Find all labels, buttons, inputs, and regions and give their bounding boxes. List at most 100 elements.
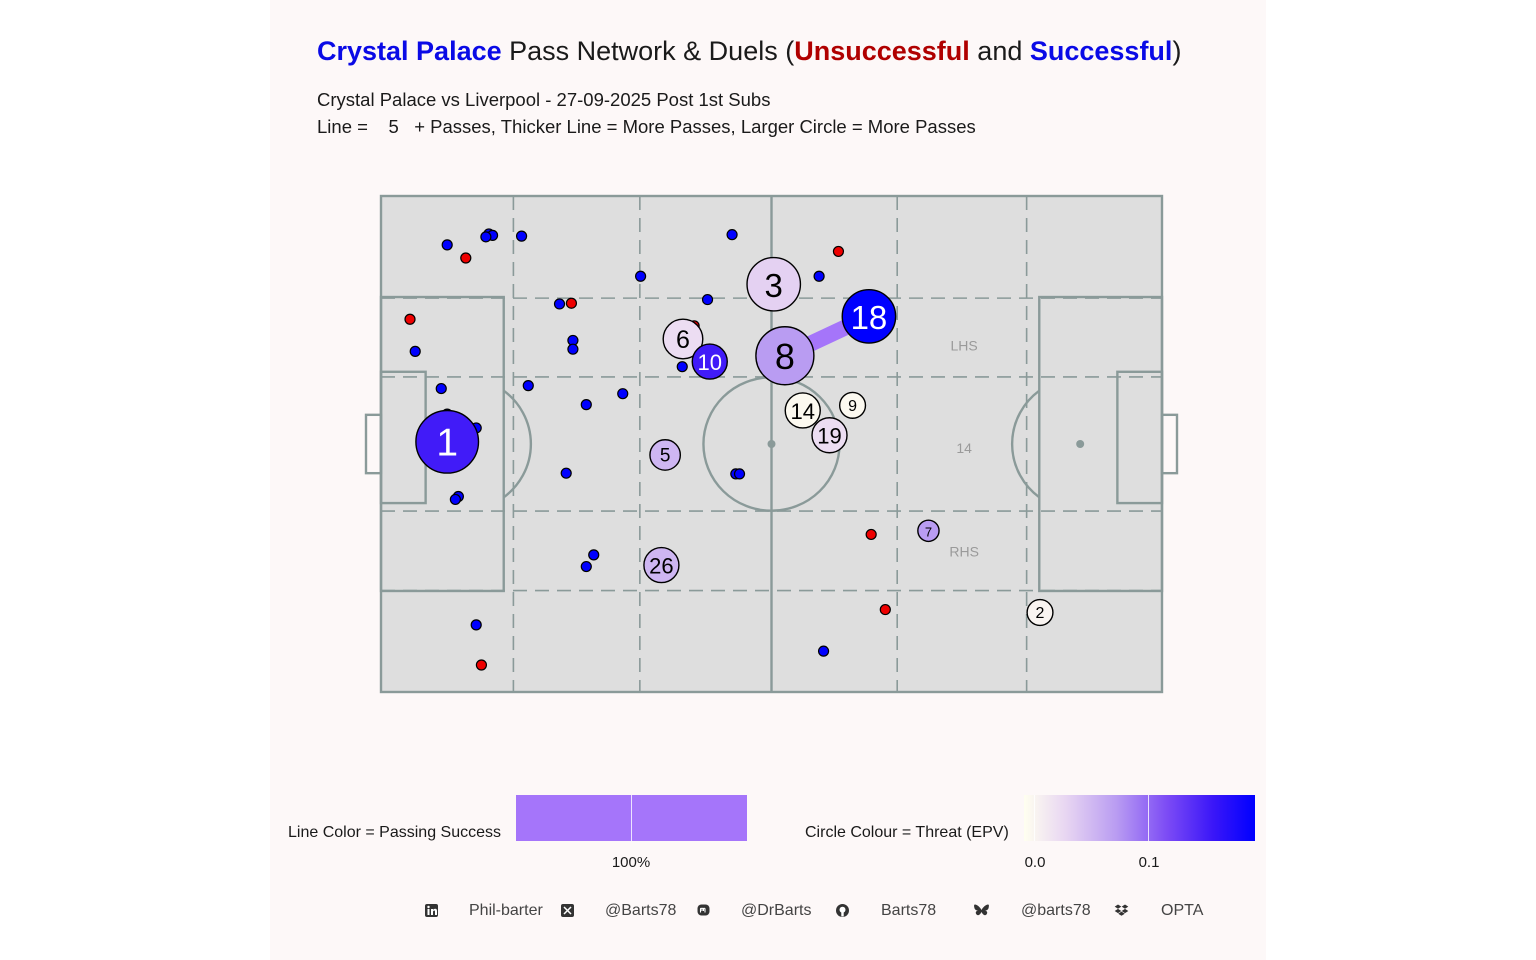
duel-successful bbox=[588, 549, 600, 561]
player-node-10 bbox=[691, 343, 728, 380]
duel-successful bbox=[617, 388, 629, 400]
duel-successful bbox=[634, 270, 647, 282]
dropbox-icon[interactable] bbox=[1114, 903, 1129, 918]
player-node-1 bbox=[415, 409, 480, 474]
footer-x-text[interactable]: @Barts78 bbox=[605, 902, 677, 919]
pitch-zone-labels: LHS 14 RHS bbox=[949, 338, 979, 560]
player-label-3: 3 bbox=[765, 267, 783, 304]
player-node-8 bbox=[755, 326, 815, 386]
player-node-18 bbox=[841, 288, 897, 344]
duel-successful bbox=[817, 645, 830, 657]
title-successful: Successful bbox=[1029, 36, 1173, 66]
duel-successful bbox=[813, 270, 825, 282]
player-label-7: 7 bbox=[925, 524, 932, 539]
duel-successful bbox=[409, 345, 421, 357]
player-node-9 bbox=[838, 391, 867, 419]
line-legend-tick: 100% bbox=[611, 854, 651, 871]
player-label-9: 9 bbox=[848, 398, 857, 415]
title-end: ) bbox=[1172, 36, 1182, 66]
player-node-7 bbox=[917, 519, 940, 543]
player-node-26 bbox=[643, 546, 680, 584]
duel-successful bbox=[560, 467, 572, 479]
duel-successful bbox=[480, 231, 492, 243]
duel-successful bbox=[676, 361, 688, 373]
player-node-5 bbox=[649, 439, 682, 471]
line-color-legend-bar bbox=[516, 795, 747, 841]
left-d-arc bbox=[503, 389, 532, 499]
left-goal bbox=[364, 413, 383, 475]
zone-label-lhs: LHS bbox=[951, 338, 978, 354]
footer-bluesky-text[interactable]: @barts78 bbox=[1021, 902, 1091, 919]
player-label-6: 6 bbox=[676, 326, 690, 354]
epv-legend-tick-0: 0.0 bbox=[1024, 854, 1046, 871]
footer-linkedin-text[interactable]: Phil-barter bbox=[469, 902, 543, 919]
duel-successful bbox=[580, 560, 592, 573]
player-node-6 bbox=[662, 318, 704, 360]
footer-mastodon-text[interactable]: @DrBarts bbox=[741, 902, 812, 919]
duel-successful bbox=[733, 468, 746, 480]
epv-legend-tickmark-0 bbox=[1034, 795, 1035, 841]
chart-subtitle-key: Line = 5 + Passes, Thicker Line = More P… bbox=[317, 116, 976, 137]
duel-successful bbox=[580, 399, 592, 411]
duel-unsuccessful bbox=[475, 659, 488, 671]
duel-unsuccessful bbox=[404, 313, 416, 325]
right-penalty-spot bbox=[1076, 440, 1085, 448]
duel-successful bbox=[567, 343, 579, 355]
centre-spot bbox=[767, 440, 776, 448]
duel-successful bbox=[515, 230, 528, 242]
duel-unsuccessful bbox=[832, 245, 845, 258]
player-node-19 bbox=[811, 417, 848, 454]
epv-legend-tickmark-1 bbox=[1148, 795, 1149, 841]
footer-source-text: OPTA bbox=[1161, 902, 1204, 919]
right-goal bbox=[1160, 413, 1179, 475]
line-legend-label: Line Color = Passing Success bbox=[288, 824, 501, 841]
duel-successful bbox=[435, 382, 447, 395]
player-label-19: 19 bbox=[817, 424, 841, 449]
zone-label-centre: 14 bbox=[956, 440, 972, 456]
circle-legend-label: Circle Colour = Threat (EPV) bbox=[805, 824, 1009, 841]
title-middle: Pass Network & Duels ( bbox=[501, 36, 795, 66]
duel-successful bbox=[553, 298, 566, 310]
duel-unsuccessful bbox=[565, 297, 578, 309]
duel-unsuccessful bbox=[879, 603, 891, 616]
duel-successful bbox=[726, 229, 738, 241]
player-label-5: 5 bbox=[660, 445, 671, 466]
player-label-26: 26 bbox=[649, 554, 673, 579]
footer-github-text[interactable]: Barts78 bbox=[881, 902, 937, 919]
mastodon-icon[interactable] bbox=[696, 903, 711, 918]
player-label-18: 18 bbox=[851, 299, 888, 336]
epv-legend-tick-1: 0.1 bbox=[1138, 854, 1160, 871]
title-and: and bbox=[969, 36, 1030, 66]
player-label-14: 14 bbox=[790, 399, 814, 424]
title-unsuccessful: Unsuccessful bbox=[794, 36, 970, 66]
chart-subtitle-match: Crystal Palace vs Liverpool - 27-09-2025… bbox=[317, 89, 771, 110]
epv-color-legend-bar bbox=[1024, 795, 1255, 841]
duel-successful bbox=[470, 619, 482, 631]
player-node-2 bbox=[1026, 598, 1054, 627]
linkedin-icon[interactable] bbox=[424, 903, 439, 918]
duel-successful bbox=[441, 239, 453, 251]
player-label-10: 10 bbox=[698, 350, 722, 375]
player-node-3 bbox=[746, 256, 802, 312]
zone-label-rhs: RHS bbox=[949, 543, 979, 559]
chart-title: Crystal Palace Pass Network & Duels (Uns… bbox=[317, 36, 1181, 67]
duel-successful bbox=[701, 293, 714, 306]
bluesky-icon[interactable] bbox=[973, 903, 989, 918]
player-node-14 bbox=[784, 392, 821, 429]
duel-successful bbox=[449, 493, 461, 506]
player-label-1: 1 bbox=[436, 421, 458, 464]
x-twitter-icon[interactable] bbox=[560, 903, 575, 918]
line-legend-tickmark bbox=[631, 795, 632, 841]
duel-unsuccessful bbox=[865, 528, 877, 541]
github-icon[interactable] bbox=[835, 903, 850, 918]
zone-lines bbox=[381, 196, 1162, 692]
duel-unsuccessful bbox=[460, 252, 472, 264]
duel-successful bbox=[522, 380, 534, 392]
right-d-arc bbox=[1011, 389, 1040, 499]
footer-credits: Phil-barter @Barts78 @DrBarts Barts78 @b… bbox=[0, 898, 1536, 924]
title-team: Crystal Palace bbox=[317, 36, 502, 66]
player-label-8: 8 bbox=[775, 336, 795, 377]
player-label-2: 2 bbox=[1036, 605, 1045, 622]
